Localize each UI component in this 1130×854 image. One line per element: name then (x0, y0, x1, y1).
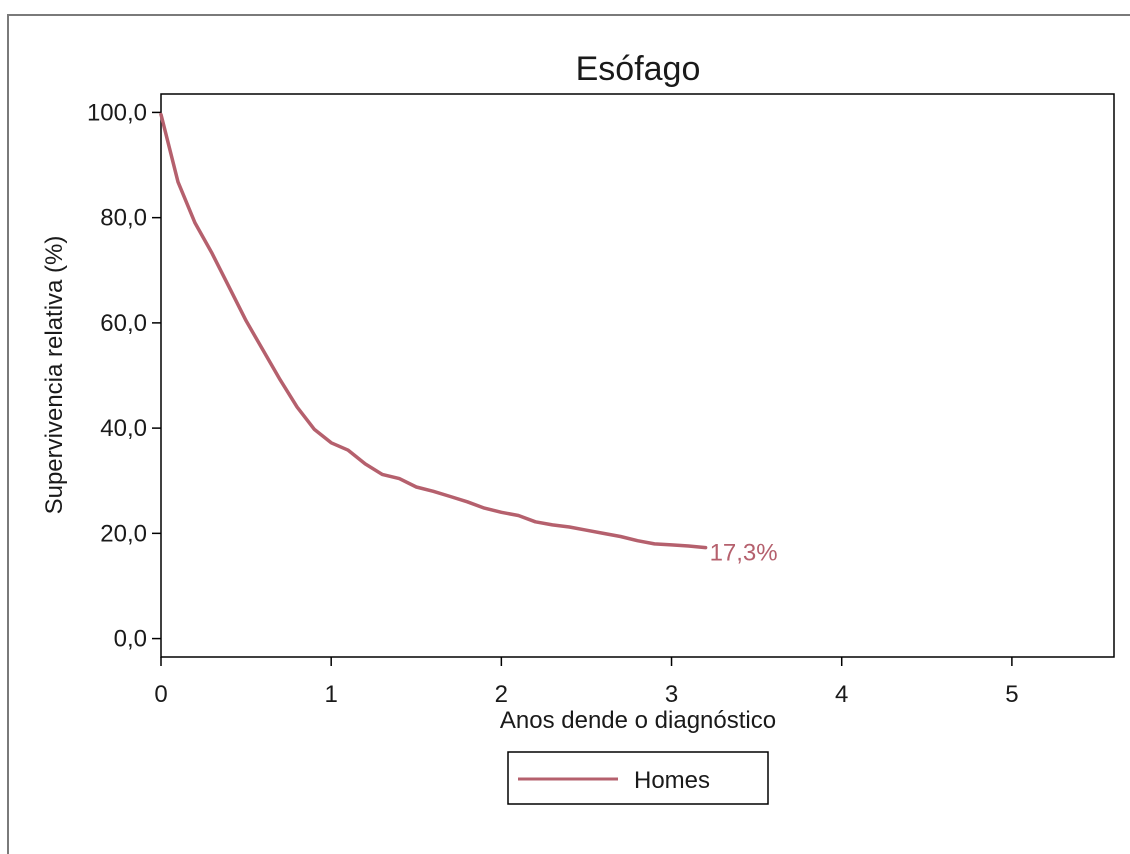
x-tick-label: 4 (835, 681, 848, 708)
y-tick-label: 80,0 (100, 205, 147, 232)
y-tick-label: 100,0 (87, 99, 147, 126)
series-layer: 17,3% (159, 112, 778, 567)
y-axis: 0,0 20,0 40,0 60,0 80,0 100,0 (87, 99, 161, 653)
end-value-label: 17,3% (710, 540, 778, 567)
x-axis-label: Anos dende o diagnóstico (500, 707, 776, 734)
y-axis-label: Supervivencia relativa (%) (41, 236, 68, 515)
y-tick-label: 40,0 (100, 415, 147, 442)
x-tick-label: 1 (324, 681, 337, 708)
chart-frame (7, 14, 1130, 854)
x-axis: 0 1 2 3 4 5 (154, 657, 1019, 708)
plot-area (160, 93, 1115, 658)
x-tick-label: 3 (665, 681, 678, 708)
x-tick-label: 0 (154, 681, 167, 708)
chart-title: Esófago (576, 50, 701, 88)
series-line-homes (159, 112, 708, 550)
y-tick-label: 0,0 (114, 626, 147, 653)
legend: Homes (507, 751, 769, 805)
x-tick-label: 2 (495, 681, 508, 708)
y-tick-label: 20,0 (100, 520, 147, 547)
legend-label-homes: Homes (634, 767, 710, 794)
y-tick-label: 60,0 (100, 310, 147, 337)
x-tick-label: 5 (1005, 681, 1018, 708)
